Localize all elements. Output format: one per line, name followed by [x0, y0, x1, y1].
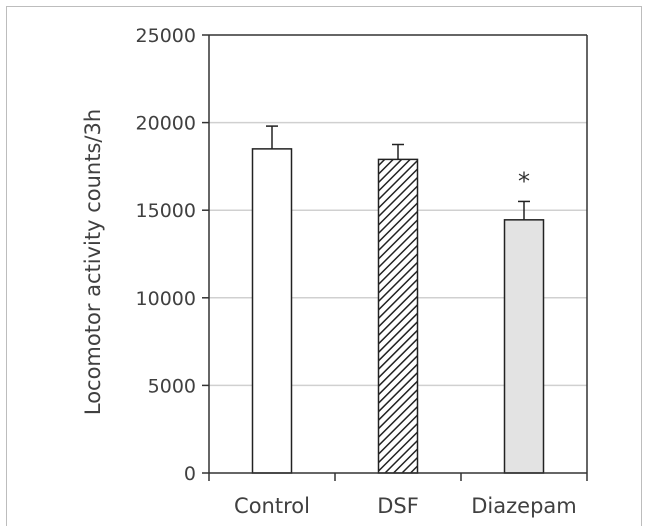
y-tick-label: 15000 — [136, 200, 196, 222]
y-tick-label: 0 — [184, 463, 196, 485]
bar-dsf — [377, 158, 419, 474]
y-tick-label: 25000 — [136, 25, 196, 47]
error-bars — [266, 125, 530, 220]
y-tick-label: 20000 — [136, 113, 196, 135]
bar-control — [251, 148, 293, 474]
significance-marker: * — [518, 167, 530, 195]
x-tick-label: DSF — [377, 494, 419, 518]
bar-diazepam — [503, 219, 545, 474]
y-tick-label: 5000 — [148, 375, 196, 397]
axes — [208, 34, 588, 474]
x-ticks: Control DSF Diazepam — [208, 473, 588, 518]
x-tick-label: Diazepam — [471, 494, 576, 518]
y-axis-title: Locomotor activity counts/3h — [81, 109, 105, 415]
figure-frame — [6, 6, 642, 526]
bars — [251, 148, 545, 474]
y-tick-label: 10000 — [136, 288, 196, 310]
y-ticks: 0 5000 10000 15000 20000 25000 — [136, 25, 209, 485]
x-tick-label: Control — [234, 494, 310, 518]
annotations: * — [518, 167, 530, 195]
